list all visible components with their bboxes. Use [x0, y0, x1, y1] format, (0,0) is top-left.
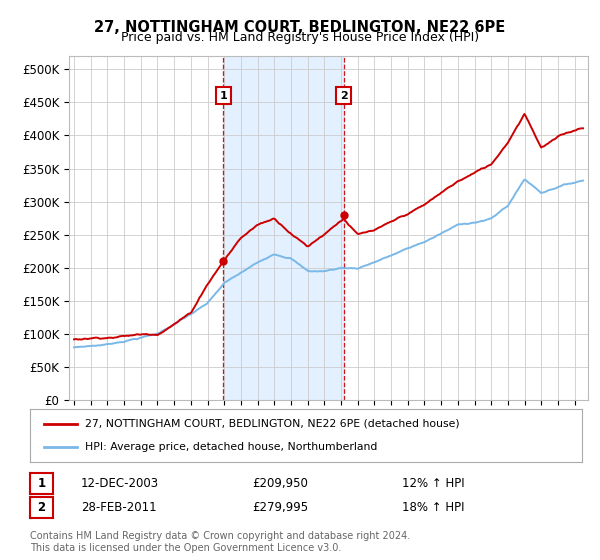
Text: 28-FEB-2011: 28-FEB-2011: [81, 501, 157, 515]
Text: £279,995: £279,995: [252, 501, 308, 515]
Text: 27, NOTTINGHAM COURT, BEDLINGTON, NE22 6PE: 27, NOTTINGHAM COURT, BEDLINGTON, NE22 6…: [94, 20, 506, 35]
Text: Price paid vs. HM Land Registry's House Price Index (HPI): Price paid vs. HM Land Registry's House …: [121, 31, 479, 44]
Bar: [223, 56, 344, 400]
Text: This data is licensed under the Open Government Licence v3.0.: This data is licensed under the Open Gov…: [30, 543, 341, 553]
Text: 1: 1: [37, 477, 46, 490]
Text: 18% ↑ HPI: 18% ↑ HPI: [402, 501, 464, 515]
Text: 1: 1: [220, 91, 227, 101]
Text: 2: 2: [340, 91, 347, 101]
Text: 12-DEC-2003: 12-DEC-2003: [81, 477, 159, 491]
Text: HPI: Average price, detached house, Northumberland: HPI: Average price, detached house, Nort…: [85, 442, 377, 452]
Text: £209,950: £209,950: [252, 477, 308, 491]
Text: Contains HM Land Registry data © Crown copyright and database right 2024.: Contains HM Land Registry data © Crown c…: [30, 531, 410, 542]
Text: 2: 2: [37, 501, 46, 514]
Text: 27, NOTTINGHAM COURT, BEDLINGTON, NE22 6PE (detached house): 27, NOTTINGHAM COURT, BEDLINGTON, NE22 6…: [85, 419, 460, 429]
Text: 12% ↑ HPI: 12% ↑ HPI: [402, 477, 464, 491]
